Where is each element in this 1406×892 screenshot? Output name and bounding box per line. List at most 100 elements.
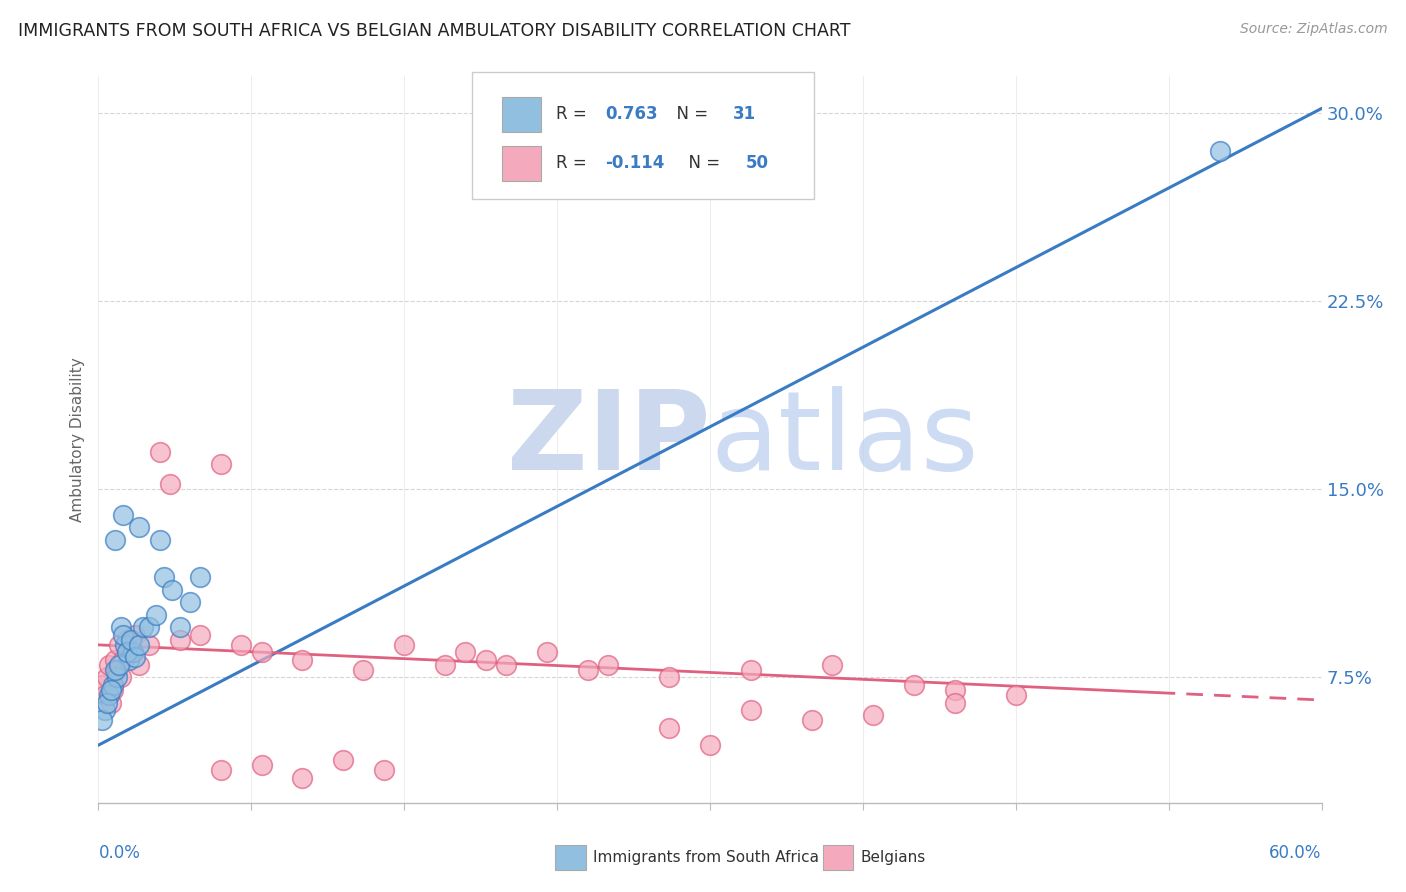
Text: 50: 50 [745,154,769,172]
Point [105,663,128,677]
Point [91,713,114,727]
FancyBboxPatch shape [502,145,541,180]
Point [454,645,477,659]
Point [576,663,599,677]
Point [658,670,681,684]
Text: R =: R = [555,154,592,172]
Point [115,632,138,647]
Text: Source: ZipAtlas.com: Source: ZipAtlas.com [1240,22,1388,37]
Text: N =: N = [666,105,713,123]
Point [120,632,142,647]
Point [101,678,124,692]
Point [250,645,273,659]
Point [128,638,150,652]
Text: atlas: atlas [710,386,979,492]
Point [1004,688,1026,702]
Point [108,657,131,672]
Point [97,657,120,672]
Point [373,763,395,777]
Text: 60.0%: 60.0% [1270,845,1322,863]
Text: R =: R = [555,105,592,123]
Point [821,657,844,672]
Point [434,657,457,672]
Point [291,653,314,667]
Point [188,628,212,642]
Point [114,638,136,652]
Text: ZIP: ZIP [506,386,710,492]
Point [658,721,681,735]
Point [108,638,131,652]
Text: Belgians: Belgians [860,850,925,864]
Point [138,638,160,652]
Point [128,520,150,534]
Point [209,458,232,472]
Point [124,628,146,642]
Point [474,653,498,667]
Point [699,738,721,752]
Point [104,533,127,547]
Y-axis label: Ambulatory Disability: Ambulatory Disability [69,357,84,522]
Point [598,657,620,672]
Point [159,477,181,491]
Point [1209,144,1232,158]
Point [801,713,824,727]
Point [392,638,416,652]
FancyBboxPatch shape [471,72,814,200]
Text: IMMIGRANTS FROM SOUTH AFRICA VS BELGIAN AMBULATORY DISABILITY CORRELATION CHART: IMMIGRANTS FROM SOUTH AFRICA VS BELGIAN … [18,22,851,40]
Point [209,763,232,777]
Point [149,533,172,547]
Point [110,670,132,684]
Point [740,703,762,717]
Point [104,663,127,677]
Point [169,632,191,647]
Point [100,683,122,698]
Point [120,645,142,659]
Point [145,607,167,622]
Point [291,771,314,785]
Point [862,708,884,723]
Point [111,653,134,667]
Point [740,663,762,677]
Text: 31: 31 [734,105,756,123]
Point [943,683,966,698]
Point [96,670,118,684]
Text: 0.0%: 0.0% [98,845,141,863]
FancyBboxPatch shape [502,97,541,132]
Point [115,645,138,659]
Point [231,638,253,652]
Point [93,703,115,717]
Point [110,620,132,634]
Point [332,753,354,767]
Point [152,570,174,584]
Point [179,595,201,609]
Point [903,678,925,692]
Point [97,688,120,702]
Point [138,620,160,634]
Point [160,582,183,597]
Text: 0.763: 0.763 [605,105,658,123]
Point [104,653,127,667]
Text: Immigrants from South Africa: Immigrants from South Africa [593,850,820,864]
Point [128,657,150,672]
Point [91,678,114,692]
Point [943,696,966,710]
Point [536,645,558,659]
Point [100,696,122,710]
Point [105,670,128,684]
Point [495,657,517,672]
Point [132,620,155,634]
Point [149,445,172,459]
Point [118,653,141,667]
Point [111,628,134,642]
Point [101,683,124,698]
Point [93,688,115,702]
Text: N =: N = [678,154,725,172]
Point [250,758,273,772]
Point [352,663,374,677]
Point [122,645,145,659]
Point [96,696,118,710]
Point [169,620,191,634]
Point [124,650,146,665]
Point [188,570,212,584]
Text: -0.114: -0.114 [605,154,664,172]
